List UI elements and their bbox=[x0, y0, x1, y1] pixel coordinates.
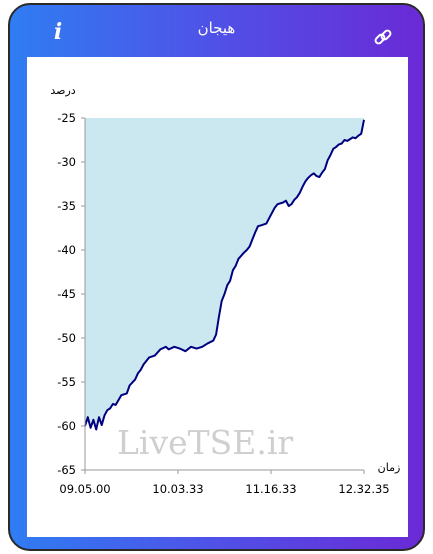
page-title: هیجان bbox=[197, 19, 236, 37]
y-tick-label: -35 bbox=[57, 199, 76, 213]
y-tick-label: -50 bbox=[57, 331, 76, 345]
x-axis-label: زمان bbox=[378, 461, 401, 474]
x-tick-label: 10.03.33 bbox=[152, 482, 203, 496]
series-line bbox=[84, 119, 365, 431]
y-tick-label: -30 bbox=[57, 155, 76, 169]
x-tick-label: 12.32.35 bbox=[338, 482, 389, 496]
x-tick-label: 11.16.33 bbox=[245, 482, 296, 496]
y-tick-label: -25 bbox=[57, 111, 76, 125]
app-frame: i هیجان -25 -30 -35 -40 -45 -50 -55 -60 -65 09.05… bbox=[8, 3, 425, 551]
y-tick-label: -40 bbox=[57, 243, 76, 257]
watermark: LiveTSE.ir bbox=[117, 423, 293, 462]
y-tick-label: -65 bbox=[57, 463, 76, 477]
chart: -25 -30 -35 -40 -45 -50 -55 -60 -65 09.05.00 10.03… bbox=[50, 84, 401, 496]
area-fill bbox=[85, 118, 364, 430]
chart-panel: -25 -30 -35 -40 -45 -50 -55 -60 -65 09.05.00 10.03… bbox=[27, 57, 408, 537]
link-icon[interactable] bbox=[373, 27, 393, 47]
y-tick-label: -60 bbox=[57, 419, 76, 433]
y-tick-label: -45 bbox=[57, 287, 76, 301]
y-tick-label: -55 bbox=[57, 375, 76, 389]
header-bar: i هیجان bbox=[10, 5, 423, 57]
info-icon[interactable]: i bbox=[53, 19, 63, 45]
x-tick-label: 09.05.00 bbox=[59, 482, 110, 496]
y-axis-label: درصد bbox=[50, 84, 75, 97]
